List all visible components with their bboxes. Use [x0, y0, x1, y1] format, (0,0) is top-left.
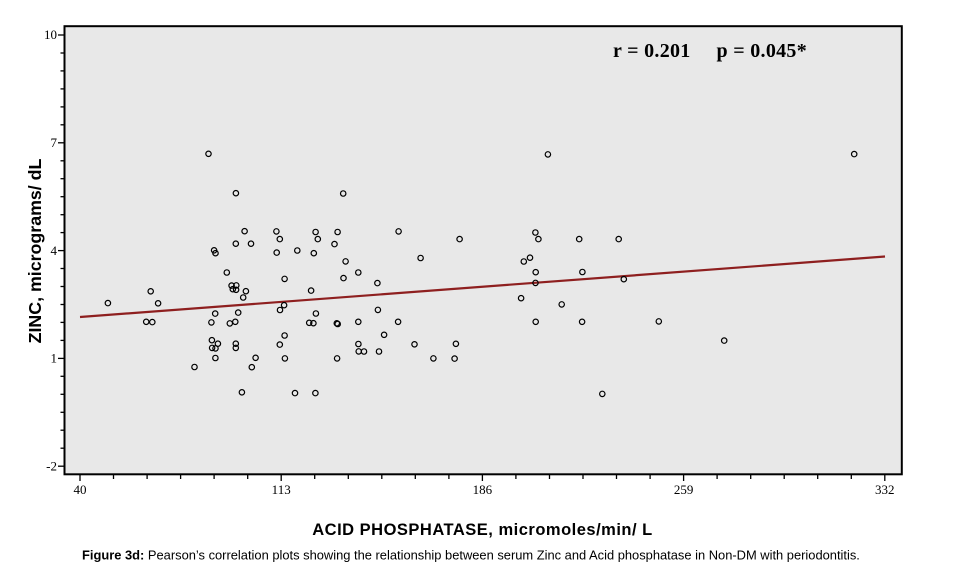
svg-text:ACID PHOSPHATASE, micromoles/m: ACID PHOSPHATASE, micromoles/min/ L — [312, 521, 653, 539]
svg-text:r = 0.201: r = 0.201 — [613, 40, 691, 62]
svg-text:-2: -2 — [46, 458, 57, 473]
svg-text:ZINC, micrograms/ dL: ZINC, micrograms/ dL — [25, 158, 45, 343]
svg-text:10: 10 — [44, 27, 57, 42]
svg-text:40: 40 — [74, 482, 87, 497]
svg-text:332: 332 — [875, 482, 895, 497]
svg-text:1: 1 — [51, 351, 58, 366]
svg-text:259: 259 — [674, 482, 694, 497]
svg-text:p = 0.045*: p = 0.045* — [717, 40, 808, 62]
svg-text:186: 186 — [473, 482, 493, 497]
svg-text:Figure 3d: Pearson’s correlati: Figure 3d: Pearson’s correlation plots s… — [82, 548, 860, 563]
svg-text:113: 113 — [272, 482, 291, 497]
svg-text:7: 7 — [51, 135, 58, 150]
svg-text:4: 4 — [51, 243, 58, 258]
